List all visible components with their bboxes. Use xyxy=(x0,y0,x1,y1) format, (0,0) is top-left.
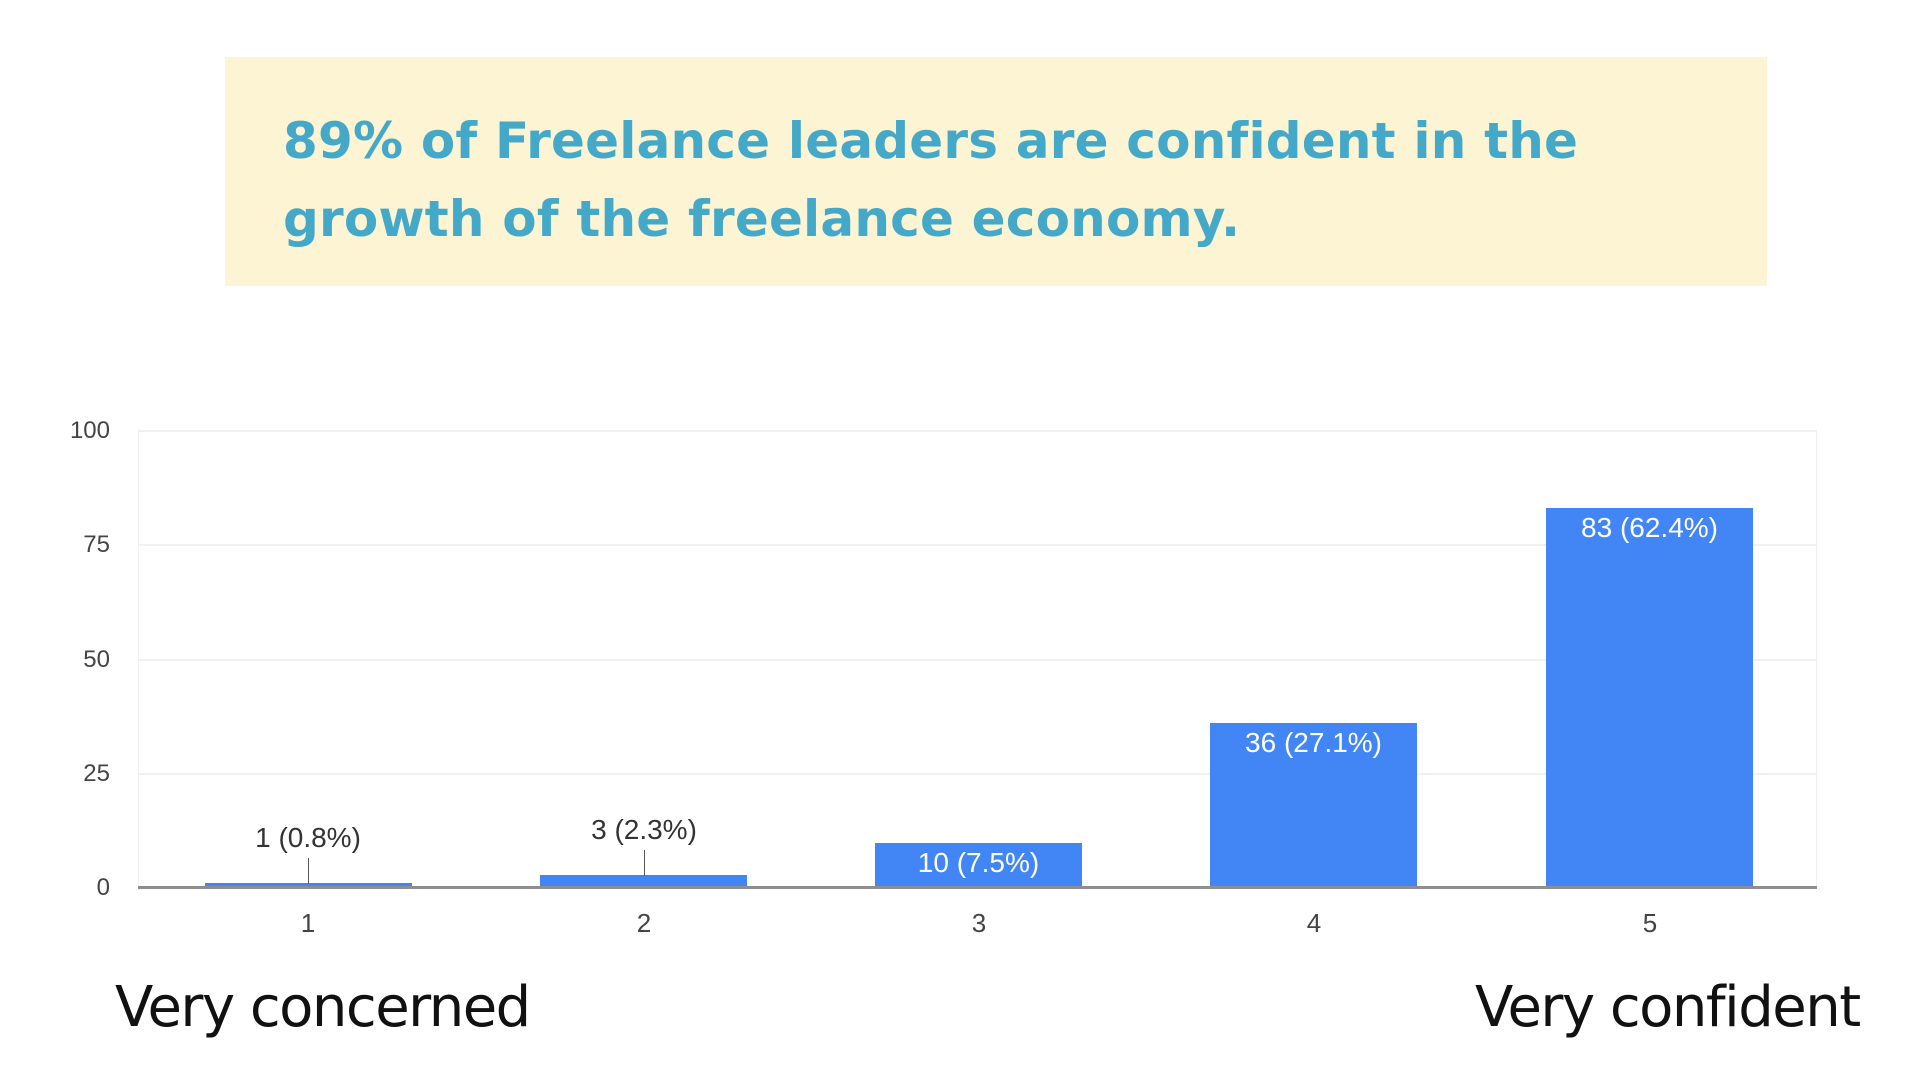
bar-1-label: 1 (0.8%) xyxy=(255,822,361,853)
scale-label-low: Very concerned xyxy=(115,975,531,1040)
bar-2 xyxy=(540,875,747,888)
gridline xyxy=(139,659,1816,661)
headline-banner: 89% of Freelance leaders are confident i… xyxy=(225,57,1767,286)
label-leader-line xyxy=(644,850,645,876)
y-tick-label: 75 xyxy=(83,531,110,558)
y-tick-label: 100 xyxy=(69,417,110,444)
bar-4: 36 (27.1%) xyxy=(1210,723,1417,888)
bar-1 xyxy=(205,883,412,888)
x-axis-line xyxy=(138,886,1817,889)
gridline xyxy=(139,773,1816,775)
scale-label-high: Very confident xyxy=(1475,975,1861,1040)
x-tick-label: 2 xyxy=(636,908,652,938)
headline-title: 89% of Freelance leaders are confident i… xyxy=(283,112,1579,248)
x-tick-label: 4 xyxy=(1306,908,1322,938)
bar-2-label: 3 (2.3%) xyxy=(591,814,697,845)
y-tick-label: 50 xyxy=(83,646,110,673)
gridline xyxy=(139,430,1816,432)
bar-5-label: 83 (62.4%) xyxy=(1581,512,1718,543)
x-tick-label: 5 xyxy=(1642,908,1658,938)
x-tick-label: 1 xyxy=(300,908,316,938)
gridline xyxy=(139,544,1816,546)
x-tick-label: 3 xyxy=(971,908,987,938)
bar-3: 10 (7.5%) xyxy=(875,843,1082,888)
plot-area xyxy=(138,430,1817,888)
bar-5: 83 (62.4%) xyxy=(1546,508,1753,888)
label-leader-line xyxy=(308,858,309,884)
bar-3-label: 10 (7.5%) xyxy=(917,847,1040,878)
bar-4-label: 36 (27.1%) xyxy=(1245,727,1382,758)
y-tick-label: 0 xyxy=(96,874,110,901)
y-tick-label: 25 xyxy=(83,760,110,787)
